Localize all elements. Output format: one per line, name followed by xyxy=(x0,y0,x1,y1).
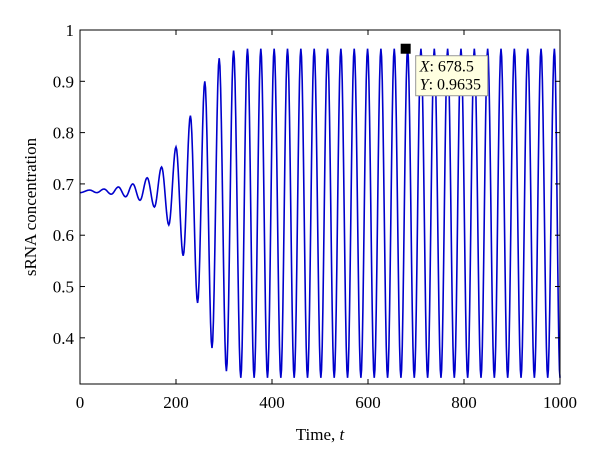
y-tick-label: 0.5 xyxy=(53,278,74,297)
series-line xyxy=(79,48,561,378)
datatip-y-value: 0.9635 xyxy=(437,77,481,94)
y-tick-label: 1 xyxy=(66,21,75,40)
x-tick-label: 200 xyxy=(163,393,189,412)
datatip-x-label: X xyxy=(419,59,431,76)
x-tick-label: 1000 xyxy=(543,393,577,412)
datatip[interactable]: X: 678.5 Y: 0.9635 xyxy=(400,43,489,97)
x-tick-label: 400 xyxy=(259,393,285,412)
y-axis-label: sRNA concentration xyxy=(21,137,40,276)
y-tick-label: 0.6 xyxy=(53,226,74,245)
datatip-y-line: Y: 0.9635 xyxy=(420,77,481,94)
x-tick-label: 800 xyxy=(451,393,477,412)
x-axis-label-var: t xyxy=(340,425,346,444)
x-tick-label: 0 xyxy=(76,393,85,412)
datatip-y-label: Y xyxy=(420,77,431,94)
datatip-box xyxy=(415,55,489,97)
y-tick-label: 0.4 xyxy=(53,329,75,348)
datatip-y-sep: : xyxy=(429,77,437,94)
y-tick-label: 0.9 xyxy=(53,72,74,91)
x-tick-label: 600 xyxy=(355,393,381,412)
datatip-x-sep: : xyxy=(429,59,437,76)
y-ticks: 0.4 0.5 0.6 0.7 0.8 0.9 1 xyxy=(53,21,560,348)
datatip-x-line: X: 678.5 xyxy=(419,59,474,76)
x-axis-label-text: Time, xyxy=(296,425,340,444)
datatip-marker[interactable] xyxy=(400,43,411,54)
y-tick-label: 0.8 xyxy=(53,124,74,143)
x-axis-label: Time, t xyxy=(296,425,346,444)
datatip-x-value: 678.5 xyxy=(438,59,474,76)
y-tick-label: 0.7 xyxy=(53,175,75,194)
plot-frame xyxy=(79,29,561,385)
